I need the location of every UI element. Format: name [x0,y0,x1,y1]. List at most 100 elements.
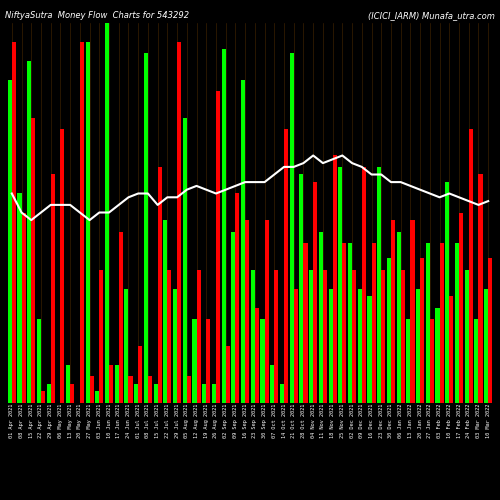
Bar [41,391,45,402]
Bar [168,270,172,402]
Bar [372,243,376,402]
Bar [323,270,327,402]
Bar [86,42,89,403]
Bar [377,167,382,402]
Bar [206,319,210,402]
Bar [251,270,255,402]
Bar [154,384,158,402]
Bar [245,220,249,402]
Bar [216,91,220,402]
Bar [12,42,16,403]
Bar [236,194,240,402]
Bar [66,364,70,403]
Bar [138,346,142,403]
Bar [410,220,414,402]
Bar [352,270,356,402]
Bar [358,288,362,403]
Bar [387,258,391,402]
Bar [406,319,410,402]
Bar [164,220,168,402]
Bar [474,319,478,402]
Bar [241,80,245,402]
Bar [60,129,64,402]
Bar [478,174,482,402]
Bar [368,296,372,403]
Bar [436,308,440,402]
Text: (ICICI_IARM) Munafa_utra.com: (ICICI_IARM) Munafa_utra.com [368,12,495,20]
Bar [226,346,230,403]
Bar [440,243,444,402]
Bar [430,319,434,402]
Bar [109,364,113,403]
Bar [319,232,323,402]
Bar [468,129,473,402]
Bar [342,243,346,402]
Bar [284,129,288,402]
Bar [294,288,298,403]
Bar [420,258,424,402]
Bar [202,384,206,402]
Bar [348,243,352,402]
Bar [309,270,313,402]
Bar [459,212,463,402]
Bar [264,220,268,402]
Bar [280,384,284,402]
Bar [270,364,274,403]
Bar [381,270,386,402]
Bar [70,384,74,402]
Bar [300,174,304,402]
Bar [37,319,41,402]
Bar [455,243,459,402]
Bar [338,167,342,402]
Bar [187,376,191,402]
Bar [416,288,420,403]
Bar [396,232,400,402]
Bar [119,232,123,402]
Bar [290,53,294,403]
Bar [182,118,187,403]
Bar [362,167,366,402]
Bar [8,80,12,402]
Bar [50,174,55,402]
Bar [274,270,278,402]
Bar [232,232,235,402]
Bar [148,376,152,402]
Bar [95,391,100,402]
Bar [128,376,132,402]
Bar [144,53,148,403]
Bar [332,156,336,402]
Bar [222,49,226,403]
Bar [464,270,469,402]
Bar [192,319,196,402]
Bar [260,319,264,402]
Bar [31,118,36,403]
Bar [105,22,109,402]
Bar [22,212,26,402]
Bar [426,243,430,402]
Bar [90,376,94,402]
Bar [450,296,454,403]
Bar [488,258,492,402]
Bar [124,288,128,403]
Bar [255,308,259,402]
Bar [391,220,395,402]
Text: NiftyaSutra  Money Flow  Charts for 543292: NiftyaSutra Money Flow Charts for 543292 [5,12,189,20]
Bar [196,270,200,402]
Bar [484,288,488,403]
Bar [46,384,50,402]
Bar [400,270,405,402]
Bar [18,194,21,402]
Bar [313,182,318,402]
Bar [445,182,450,402]
Bar [304,243,308,402]
Bar [134,384,138,402]
Bar [158,167,162,402]
Bar [27,60,31,402]
Bar [177,42,181,403]
Bar [328,288,332,403]
Bar [100,270,103,402]
Bar [80,42,84,403]
Bar [212,384,216,402]
Bar [173,288,177,403]
Bar [114,364,118,403]
